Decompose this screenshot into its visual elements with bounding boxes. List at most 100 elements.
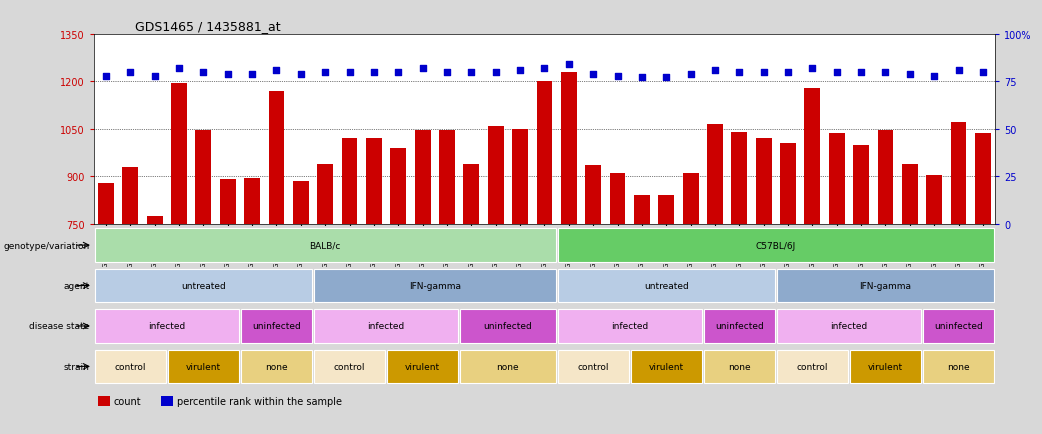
Bar	[241, 350, 312, 383]
Text: infected: infected	[148, 322, 185, 331]
Point	[98, 73, 115, 80]
Bar	[391, 148, 406, 224]
Bar	[122, 168, 139, 224]
Text: control: control	[577, 362, 609, 371]
Bar	[804, 89, 820, 224]
Text: disease state: disease state	[29, 322, 90, 331]
Bar	[610, 174, 625, 224]
Text: IFN-gamma: IFN-gamma	[860, 281, 912, 290]
Bar	[314, 350, 386, 383]
Bar	[220, 180, 235, 224]
Text: infected: infected	[830, 322, 868, 331]
Text: virulent: virulent	[185, 362, 221, 371]
Bar	[557, 229, 994, 262]
Text: IFN-gamma: IFN-gamma	[408, 281, 461, 290]
Text: none: none	[728, 362, 750, 371]
Text: none: none	[947, 362, 970, 371]
Bar	[557, 350, 628, 383]
Text: infected: infected	[368, 322, 404, 331]
Point	[268, 67, 284, 74]
Bar	[557, 269, 775, 302]
Text: control: control	[115, 362, 146, 371]
Text: uninfected: uninfected	[715, 322, 764, 331]
Point	[512, 67, 528, 74]
Point	[683, 71, 699, 78]
Point	[122, 69, 139, 76]
Bar	[923, 350, 994, 383]
Bar	[659, 196, 674, 224]
Text: virulent: virulent	[868, 362, 903, 371]
Bar	[196, 131, 212, 224]
Point	[244, 71, 260, 78]
Point	[926, 73, 943, 80]
Bar	[98, 396, 110, 407]
Text: C57BL/6J: C57BL/6J	[755, 241, 796, 250]
Bar	[561, 72, 576, 224]
Bar	[98, 183, 114, 224]
Bar	[557, 309, 702, 343]
Bar	[708, 125, 723, 224]
Point	[755, 69, 772, 76]
Bar	[828, 134, 845, 224]
Point	[804, 66, 821, 72]
Point	[537, 66, 553, 72]
Bar	[703, 309, 775, 343]
Text: untreated: untreated	[181, 281, 226, 290]
Bar	[95, 269, 312, 302]
Text: none: none	[497, 362, 519, 371]
Bar	[975, 134, 991, 224]
Bar	[244, 178, 260, 224]
Point	[731, 69, 748, 76]
Bar	[314, 269, 555, 302]
Point	[463, 69, 479, 76]
Bar	[162, 396, 173, 407]
Point	[561, 62, 577, 69]
Bar	[95, 229, 555, 262]
Point	[658, 75, 674, 82]
Point	[901, 71, 918, 78]
Point	[195, 69, 212, 76]
Point	[610, 73, 626, 80]
Bar	[634, 196, 650, 224]
Text: untreated: untreated	[644, 281, 689, 290]
Text: count: count	[114, 397, 142, 407]
Text: control: control	[333, 362, 366, 371]
Bar	[877, 131, 893, 224]
Text: strain: strain	[64, 362, 90, 371]
Point	[220, 71, 237, 78]
Bar	[461, 309, 555, 343]
Bar	[314, 309, 458, 343]
Bar	[630, 350, 702, 383]
Text: uninfected: uninfected	[935, 322, 983, 331]
Text: genotype/variation: genotype/variation	[3, 241, 90, 250]
Point	[950, 67, 967, 74]
Text: BALB/c: BALB/c	[309, 241, 341, 250]
Bar	[171, 84, 187, 224]
Bar	[168, 350, 239, 383]
Point	[317, 69, 333, 76]
Bar	[147, 216, 163, 224]
Text: infected: infected	[611, 322, 648, 331]
Point	[293, 71, 309, 78]
Bar	[269, 92, 284, 224]
Bar	[415, 131, 430, 224]
Bar	[464, 164, 479, 224]
Text: none: none	[265, 362, 288, 371]
Point	[779, 69, 796, 76]
Bar	[317, 164, 333, 224]
Point	[634, 75, 650, 82]
Bar	[95, 309, 239, 343]
Point	[974, 69, 991, 76]
Bar	[853, 145, 869, 224]
Point	[852, 69, 869, 76]
Bar	[850, 350, 921, 383]
Bar	[926, 175, 942, 224]
Bar	[777, 309, 921, 343]
Bar	[488, 126, 503, 224]
Bar	[780, 144, 796, 224]
Text: uninfected: uninfected	[483, 322, 532, 331]
Bar	[241, 309, 312, 343]
Bar	[537, 82, 552, 224]
Point	[877, 69, 894, 76]
Point	[706, 67, 723, 74]
